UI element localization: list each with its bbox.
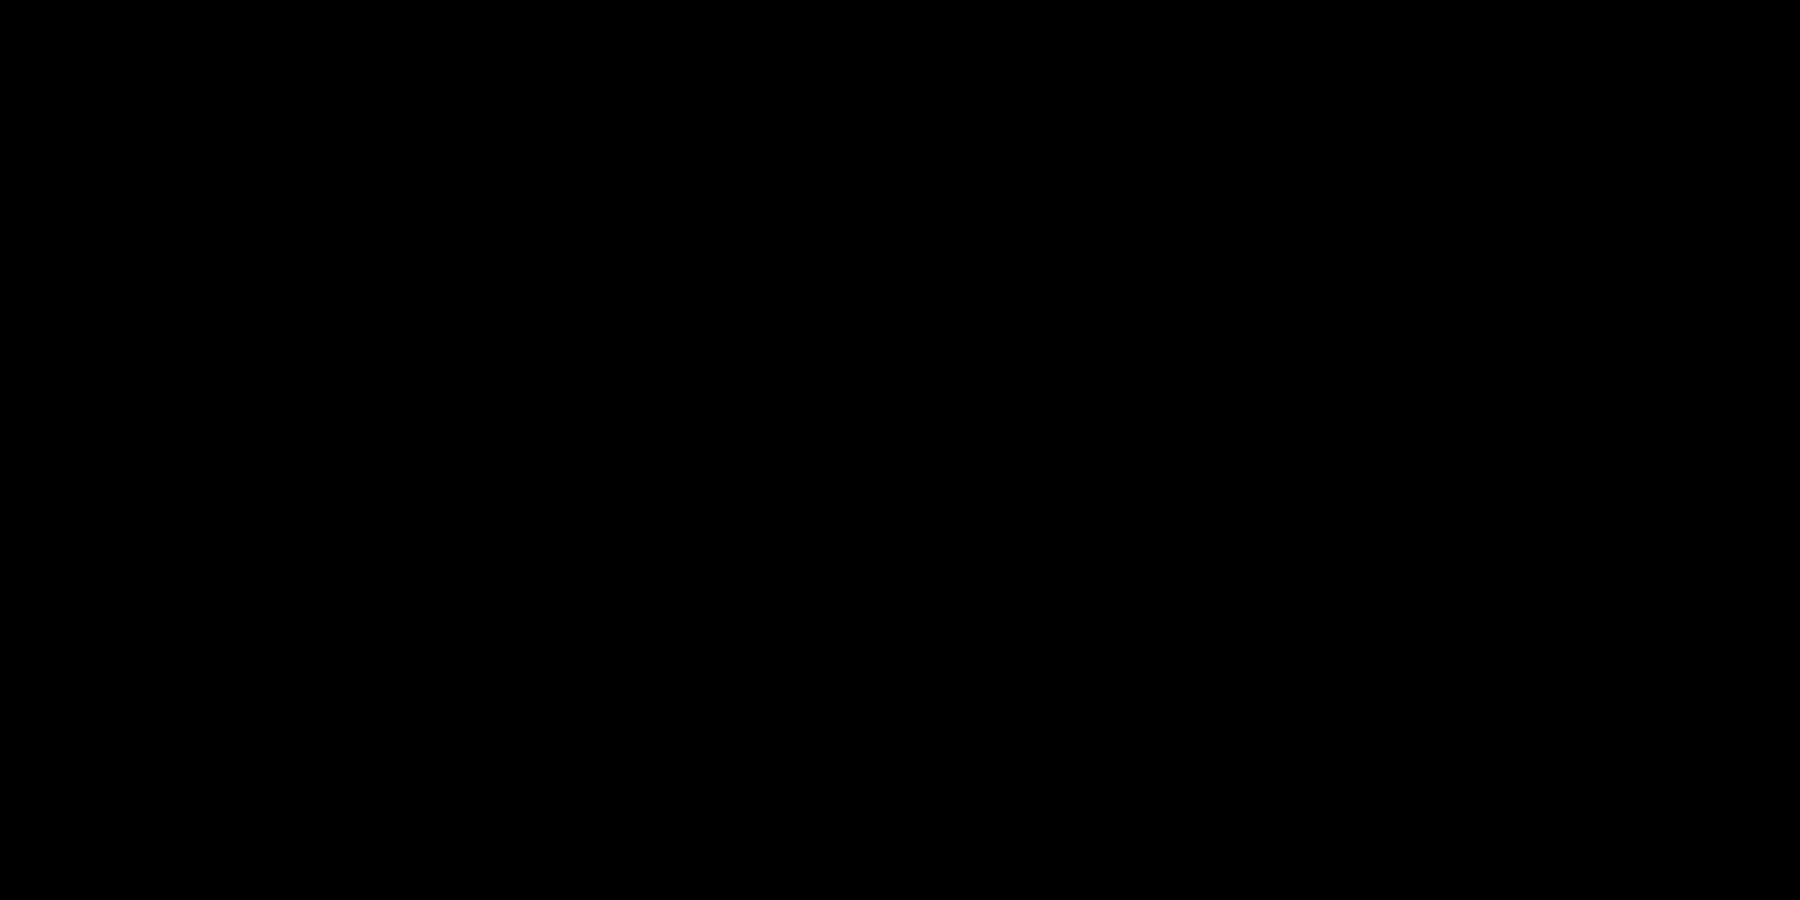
plot-canvas (0, 0, 1800, 900)
